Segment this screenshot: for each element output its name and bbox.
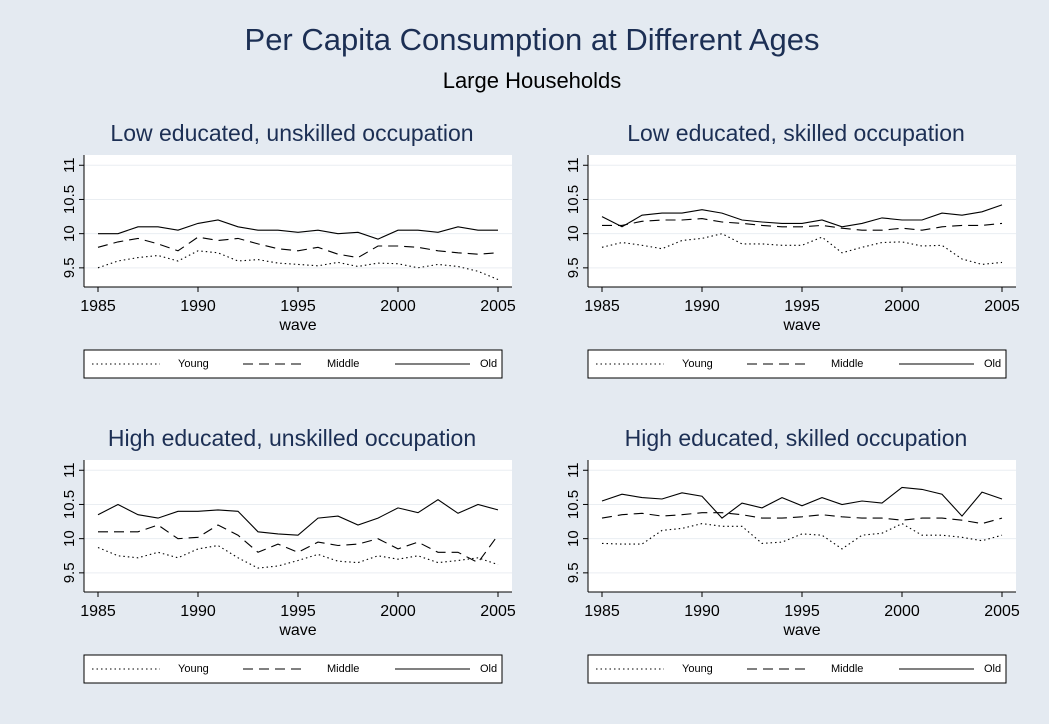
series-line [602, 218, 1003, 231]
panel-title: High educated, skilled occupation [625, 425, 968, 451]
y-tick-label: 10 [61, 530, 78, 547]
y-tick-label: 11 [61, 462, 78, 478]
legend-label: Young [682, 358, 713, 370]
series-line [97, 250, 499, 281]
y-tick-label: 11 [61, 157, 78, 173]
legend-label: Middle [327, 358, 359, 370]
x-tick-label: 1990 [684, 603, 720, 620]
panel-title: High educated, unskilled occupation [108, 425, 476, 451]
legend-label: Young [178, 358, 209, 370]
y-tick-label: 9.5 [565, 257, 582, 278]
series-line [97, 544, 499, 569]
y-tick-label: 9.5 [61, 257, 78, 278]
panel: High educated, skilled occupation 9.5 10 10… [565, 425, 1020, 684]
panel-title: Low educated, skilled occupation [627, 120, 965, 146]
x-tick-label: 1995 [280, 603, 316, 620]
x-tick-label: 2005 [984, 603, 1020, 620]
series-line [98, 219, 498, 240]
x-tick-label: 2005 [984, 298, 1020, 315]
x-tick-label: 2000 [884, 298, 920, 315]
series-line [601, 204, 1003, 228]
x-tick-label: 2005 [480, 298, 516, 315]
x-tick-label: 2000 [380, 603, 416, 620]
x-tick-label: 1990 [684, 298, 720, 315]
x-tick-label: 2000 [884, 603, 920, 620]
x-tick-label: 1985 [584, 298, 620, 315]
legend-label: Old [984, 663, 1001, 675]
legend-label: Middle [831, 358, 863, 370]
legend-label: Old [984, 358, 1001, 370]
legend-label: Old [480, 663, 497, 675]
plot-area [84, 155, 512, 287]
y-tick-label: 10 [565, 225, 582, 242]
x-tick-label: 1985 [584, 603, 620, 620]
figure-subtitle: Large Households [443, 68, 622, 93]
legend-label: Young [178, 663, 209, 675]
x-tick-label: 1990 [180, 298, 216, 315]
y-tick-label: 10.5 [61, 490, 78, 519]
legend-label: Old [480, 358, 497, 370]
x-axis-label: wave [782, 317, 820, 334]
panel-title: Low educated, unskilled occupation [110, 120, 473, 146]
x-tick-label: 1995 [784, 603, 820, 620]
legend-label: Middle [327, 663, 359, 675]
series-line [601, 233, 1003, 265]
figure-title: Per Capita Consumption at Different Ages [245, 22, 820, 57]
x-tick-label: 2005 [480, 603, 516, 620]
x-axis-label: wave [278, 317, 316, 334]
series-line [98, 524, 499, 564]
y-tick-label: 10 [565, 530, 582, 547]
y-tick-label: 10 [61, 225, 78, 242]
x-tick-label: 2000 [380, 298, 416, 315]
plot-area [84, 460, 512, 592]
x-axis-label: wave [782, 622, 820, 639]
panel: Low educated, unskilled occupation 9.5 10 1… [61, 120, 516, 379]
y-tick-label: 11 [565, 462, 582, 478]
plot-area [588, 460, 1016, 592]
legend-label: Young [682, 663, 713, 675]
plot-area [588, 155, 1016, 287]
panel: High educated, unskilled occupation 9.5 10… [61, 425, 516, 684]
x-tick-label: 1995 [280, 298, 316, 315]
x-tick-label: 1985 [80, 298, 116, 315]
series-line [97, 499, 499, 536]
y-tick-label: 9.5 [565, 562, 582, 583]
y-tick-label: 10.5 [565, 185, 582, 214]
series-line [601, 486, 1003, 519]
panel: Low educated, skilled occupation 9.5 10 10.… [565, 120, 1020, 379]
y-tick-label: 11 [565, 157, 582, 173]
y-tick-label: 10.5 [61, 185, 78, 214]
x-tick-label: 1990 [180, 603, 216, 620]
x-tick-label: 1995 [784, 298, 820, 315]
series-line [601, 512, 1003, 525]
series-line [601, 522, 1003, 550]
y-tick-label: 9.5 [61, 562, 78, 583]
y-tick-label: 10.5 [565, 490, 582, 519]
x-axis-label: wave [278, 622, 316, 639]
x-tick-label: 1985 [80, 603, 116, 620]
series-line [97, 236, 499, 259]
legend-label: Middle [831, 663, 863, 675]
